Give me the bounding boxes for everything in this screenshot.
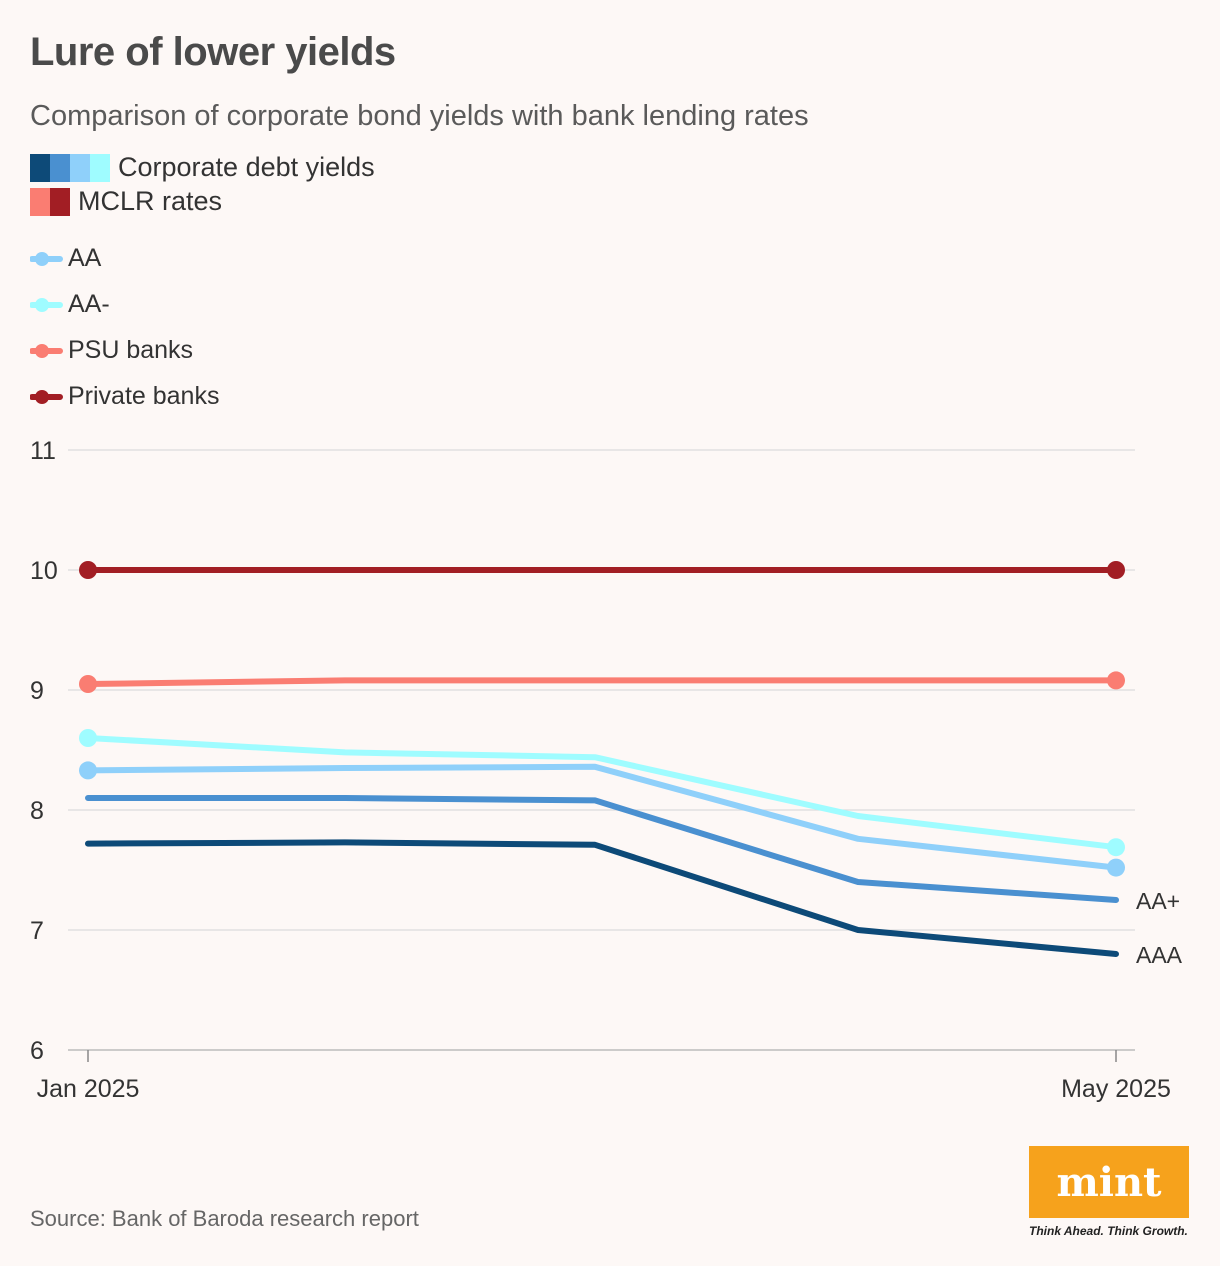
point-psu-banks <box>79 675 97 693</box>
y-tick-label: 11 <box>30 437 56 465</box>
x-tick-label: May 2025 <box>1061 1075 1171 1103</box>
y-tick-label: 7 <box>30 917 44 945</box>
legend-marker <box>30 389 63 404</box>
key-mclr: MCLR rates <box>30 186 222 217</box>
legend-label: AA <box>68 244 102 272</box>
swatch-aaa <box>30 153 50 182</box>
point-aa <box>1107 858 1125 877</box>
source-note: Source: Bank of Baroda research report <box>30 1206 419 1231</box>
y-tick-label: 8 <box>30 797 44 825</box>
series-line-aa <box>85 763 1119 871</box>
logo-box: mint <box>1029 1146 1189 1218</box>
legend-label: AA- <box>68 290 110 318</box>
legend-label: Private banks <box>68 382 220 410</box>
key-label-mclr: MCLR rates <box>78 186 223 216</box>
point-psu-banks <box>1107 671 1125 690</box>
legend-marker <box>30 297 63 312</box>
point-aa <box>79 761 97 780</box>
key-label-corporate: Corporate debt yields <box>118 152 375 182</box>
series-line-aa- <box>85 735 1119 851</box>
swatch-aa-plus <box>50 153 70 182</box>
series-end-label-aa-: AA+ <box>1136 888 1180 914</box>
series-line-psu-banks <box>85 677 1119 687</box>
swatch-psu <box>30 187 50 216</box>
point-aa- <box>79 729 97 747</box>
logo-tagline: Think Ahead. Think Growth. <box>1029 1224 1188 1238</box>
x-tick-label: Jan 2025 <box>37 1075 140 1103</box>
legend-marker <box>30 251 63 266</box>
legend-label: PSU banks <box>68 336 194 364</box>
series-line-aaa <box>85 839 1119 957</box>
series-end-label-aaa: AAA <box>1136 942 1183 968</box>
legend-item-aa: AA <box>30 244 101 273</box>
swatch-aa-minus <box>90 153 110 182</box>
y-tick-label: 6 <box>30 1037 44 1065</box>
y-tick-label: 10 <box>30 557 58 585</box>
swatch-aa <box>70 153 90 182</box>
key-corporate-debt: Corporate debt yields <box>30 152 375 183</box>
legend-item-psu-banks: PSU banks <box>30 336 193 365</box>
y-tick-label: 9 <box>30 677 44 705</box>
swatch-private <box>50 187 70 216</box>
chart-title: Lure of lower yields <box>30 30 396 74</box>
legend-item-aa-: AA- <box>30 290 110 319</box>
point-private-banks <box>79 561 97 579</box>
legend-marker <box>30 343 63 358</box>
legend-item-private-banks: Private banks <box>30 382 219 411</box>
point-private-banks <box>1107 561 1125 579</box>
series-line-aa- <box>85 795 1119 903</box>
point-aa- <box>1107 838 1125 857</box>
chart-subtitle: Comparison of corporate bond yields with… <box>30 100 809 132</box>
mint-logo: mint Think Ahead. Think Growth. <box>1029 1146 1191 1238</box>
